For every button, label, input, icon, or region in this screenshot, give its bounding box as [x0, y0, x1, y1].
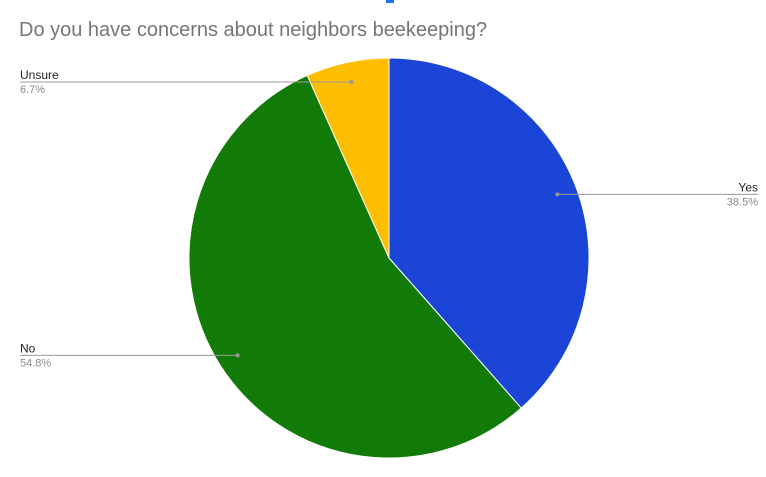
top-accent-marker [386, 0, 394, 3]
pie-slice-unsure[interactable] [306, 57, 390, 259]
slice-label-no: No 54.8% [20, 341, 240, 369]
slice-name-yes: Yes [738, 180, 758, 194]
slice-percent-no: 54.8% [20, 357, 51, 369]
pie-slice-yes[interactable] [388, 57, 590, 409]
leader-dot-unsure [349, 79, 354, 84]
slice-name-unsure: Unsure [20, 68, 59, 82]
slice-name-no: No [20, 341, 36, 355]
slice-label-unsure: Unsure 6.7% [20, 68, 354, 96]
pie-slice-no[interactable] [188, 74, 522, 459]
leader-dot-yes [555, 192, 560, 197]
slice-label-yes: Yes 38.5% [555, 180, 758, 208]
leader-dot-no [235, 353, 240, 358]
slice-percent-unsure: 6.7% [20, 84, 45, 96]
slice-percent-yes: 38.5% [727, 196, 758, 208]
chart-title: Do you have concerns about neighbors bee… [19, 19, 488, 41]
